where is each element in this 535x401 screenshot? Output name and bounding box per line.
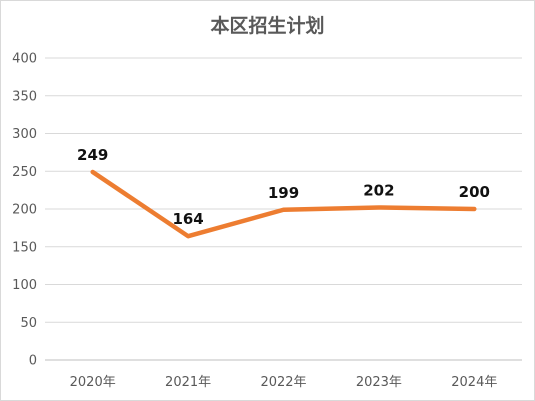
x-tick-label: 2024年 [451, 375, 497, 390]
y-tick-label: 400 [12, 52, 37, 67]
y-tick-label: 250 [12, 165, 37, 180]
chart-title: 本区招生计划 [210, 15, 325, 37]
y-tick-label: 0 [29, 354, 37, 369]
series-line [90, 169, 477, 239]
data-label: 202 [363, 181, 394, 199]
y-tick-label: 300 [12, 127, 37, 142]
y-tick-label: 50 [20, 316, 37, 331]
x-tick-label: 2020年 [70, 375, 116, 390]
y-tick-label: 350 [12, 89, 37, 104]
y-tick-label: 100 [12, 278, 37, 293]
y-tick-label: 150 [12, 240, 37, 255]
data-label: 164 [172, 210, 203, 228]
data-label: 199 [268, 184, 299, 202]
x-tick-label: 2022年 [260, 375, 306, 390]
y-tick-label: 200 [12, 203, 37, 218]
data-label: 200 [459, 183, 490, 201]
x-tick-label: 2021年 [165, 375, 211, 390]
data-label: 249 [77, 146, 108, 164]
x-tick-label: 2023年 [356, 375, 402, 390]
